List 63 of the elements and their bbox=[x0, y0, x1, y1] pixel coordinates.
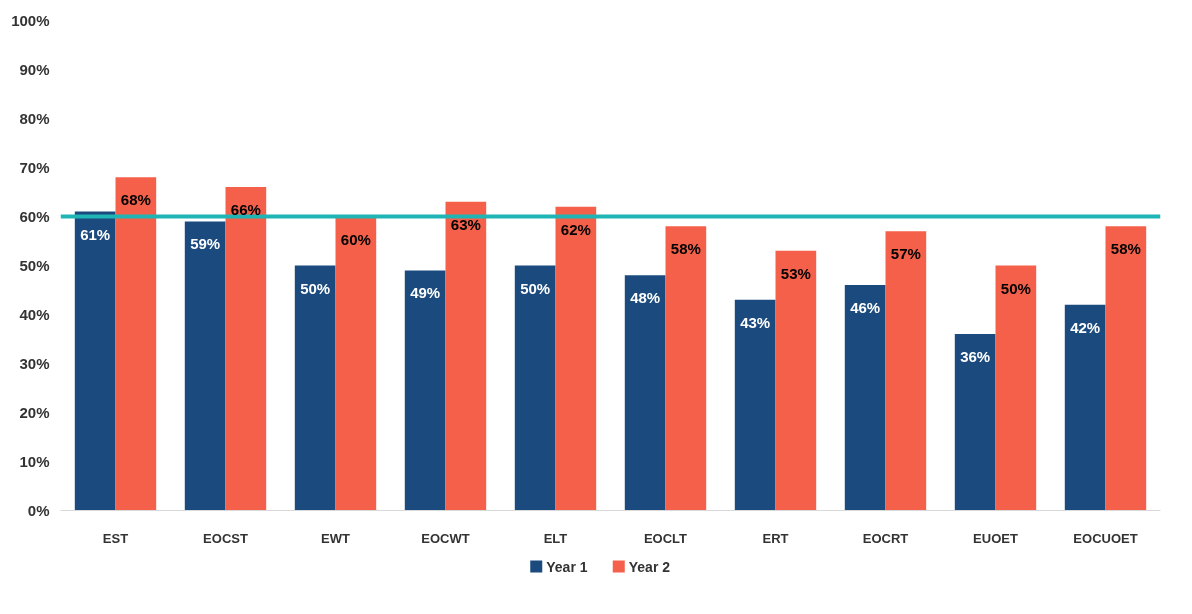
bar bbox=[225, 187, 267, 511]
y-tick-label: 60% bbox=[19, 208, 50, 225]
x-tick-label: EUOET bbox=[973, 530, 1018, 546]
bar bbox=[294, 265, 336, 511]
y-tick-label: 0% bbox=[27, 502, 50, 519]
data-label: 43% bbox=[740, 313, 771, 331]
x-tick-label: ERT bbox=[762, 530, 789, 546]
bar bbox=[954, 334, 996, 511]
bar bbox=[665, 226, 707, 511]
legend-label: Year 1 bbox=[546, 558, 588, 575]
y-tick-label: 10% bbox=[19, 453, 50, 470]
bar bbox=[885, 231, 927, 511]
x-tick-label: ELT bbox=[543, 530, 568, 546]
data-label: 50% bbox=[520, 279, 551, 297]
bar bbox=[404, 270, 446, 511]
x-tick-label: EOCLT bbox=[643, 530, 688, 546]
bar bbox=[555, 206, 597, 511]
bar bbox=[844, 285, 886, 511]
data-label: 58% bbox=[1110, 240, 1141, 258]
bar bbox=[445, 201, 487, 511]
x-tick-label: EWT bbox=[321, 530, 350, 546]
bar bbox=[624, 275, 666, 511]
y-tick-label: 70% bbox=[19, 159, 50, 176]
bar bbox=[115, 177, 157, 511]
x-tick-label: EOCUOET bbox=[1073, 530, 1138, 546]
data-label: 46% bbox=[850, 299, 881, 317]
data-label: 59% bbox=[190, 235, 221, 253]
bar bbox=[1064, 304, 1106, 511]
bar bbox=[184, 221, 226, 511]
bar bbox=[995, 265, 1037, 511]
data-label: 66% bbox=[230, 201, 261, 219]
data-label: 68% bbox=[120, 191, 151, 209]
y-tick-label: 50% bbox=[19, 257, 50, 274]
data-label: 63% bbox=[450, 215, 481, 233]
data-label: 61% bbox=[80, 225, 111, 243]
data-label: 62% bbox=[560, 220, 591, 238]
data-label: 53% bbox=[780, 264, 811, 282]
data-label: 50% bbox=[1000, 279, 1031, 297]
y-tick-label: 20% bbox=[19, 404, 50, 421]
data-label: 60% bbox=[340, 230, 371, 248]
bar bbox=[734, 299, 776, 511]
x-tick-label: EOCRT bbox=[862, 530, 909, 546]
data-label: 48% bbox=[630, 289, 661, 307]
x-tick-label: EOCST bbox=[203, 530, 248, 546]
bar bbox=[775, 250, 817, 511]
bar bbox=[514, 265, 556, 511]
legend-label: Year 2 bbox=[628, 558, 671, 575]
x-tick-label: EOCWT bbox=[421, 530, 470, 546]
x-tick-label: EST bbox=[102, 530, 129, 546]
bar bbox=[335, 216, 377, 511]
data-label: 50% bbox=[300, 279, 331, 297]
y-tick-label: 30% bbox=[19, 355, 50, 372]
y-tick-label: 40% bbox=[19, 306, 50, 323]
y-tick-label: 90% bbox=[19, 61, 50, 78]
data-label: 57% bbox=[890, 245, 921, 263]
data-label: 58% bbox=[670, 240, 701, 258]
data-label: 42% bbox=[1070, 318, 1101, 336]
bar bbox=[1105, 226, 1147, 511]
y-tick-label: 100% bbox=[11, 12, 50, 29]
data-label: 49% bbox=[410, 284, 441, 302]
y-tick-label: 80% bbox=[19, 110, 50, 127]
data-label: 36% bbox=[960, 348, 991, 366]
bar bbox=[74, 211, 116, 511]
